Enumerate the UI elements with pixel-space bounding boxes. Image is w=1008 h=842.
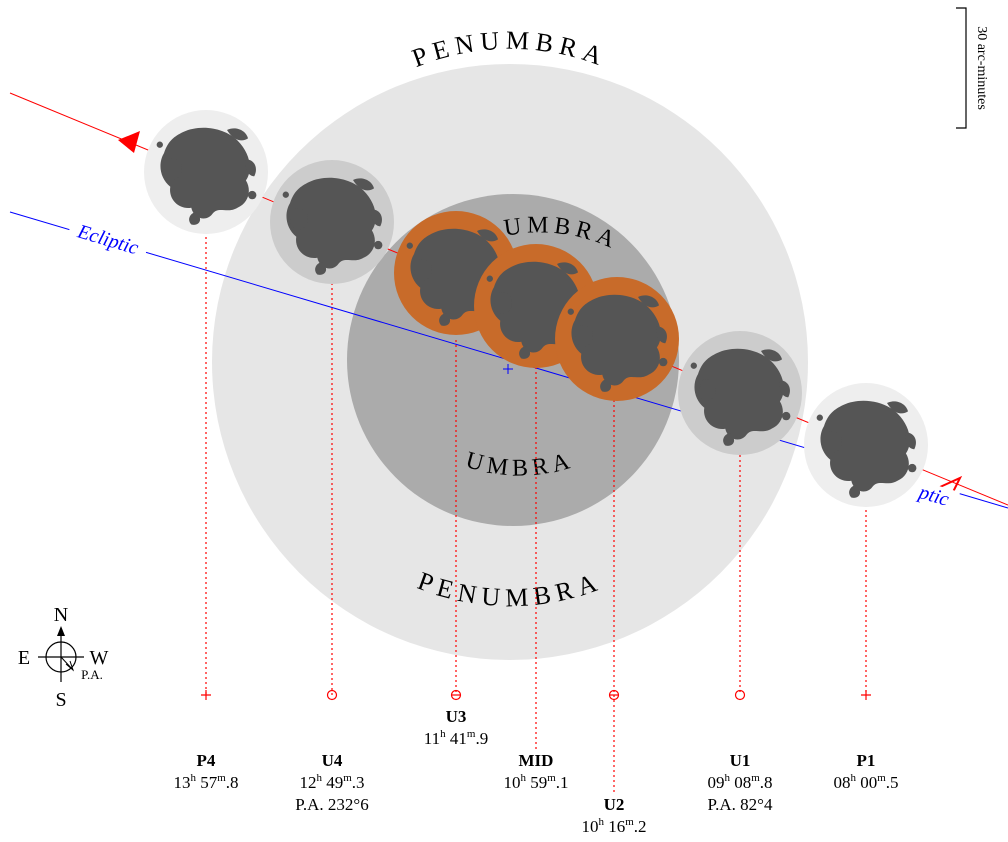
contact-name-u4: U4 [322, 751, 343, 770]
compass-east: E [18, 647, 30, 669]
contact-time-u4: 12h 49m.3 [299, 772, 364, 792]
ecliptic-label-left-group: Ecliptic [66, 217, 150, 261]
compass-west: W [90, 647, 109, 669]
moon-u1 [678, 331, 802, 455]
contact-markers [201, 689, 871, 701]
moon-u4 [270, 160, 394, 284]
ecliptic-label-left: Ecliptic [74, 220, 141, 259]
contact-name-p4: P4 [197, 751, 216, 770]
contact-label-u2: U2 10h 16m.2 [581, 795, 646, 836]
moon-u2 [555, 277, 679, 401]
contact-name-mid: MID [519, 751, 554, 770]
contact-name-p1: P1 [857, 751, 876, 770]
scale-bar: 30 arc-minutes [956, 7, 989, 129]
compass-north-arrow-icon [57, 626, 65, 636]
marker-p1-icon [861, 690, 871, 700]
marker-p4-icon [201, 690, 211, 700]
contact-label-p4: P4 13h 57m.8 [173, 751, 238, 792]
contact-time-u2: 10h 16m.2 [581, 816, 646, 836]
compass-south: S [55, 689, 66, 711]
contact-time-u1: 09h 08m.8 [707, 772, 772, 792]
contact-pa-u4: P.A. 232°6 [295, 795, 368, 814]
moon-path-arrow-right-icon [939, 475, 963, 495]
contact-label-u4: U4 12h 49m.3 P.A. 232°6 [295, 751, 368, 814]
moon-path-arrow-icon [118, 131, 140, 153]
shadow-center-cross-icon [503, 364, 513, 374]
contact-name-u2: U2 [604, 795, 625, 814]
ecliptic-label-right-group: ptic [909, 479, 961, 514]
scale-bracket-icon [956, 7, 967, 129]
contact-lines [205, 232, 867, 795]
contact-name-u3: U3 [446, 707, 467, 726]
compass-pa-label: P.A. [81, 667, 103, 682]
contact-time-p4: 13h 57m.8 [173, 772, 238, 792]
contact-name-u1: U1 [730, 751, 751, 770]
contact-label-mid: MID 10h 59m.1 [503, 751, 568, 792]
contact-pa-u1: P.A. 82°4 [708, 795, 773, 814]
compass-rose: N S E W P.A. [18, 604, 109, 711]
compass-north: N [54, 604, 68, 626]
scale-label: 30 arc-minutes [974, 26, 989, 110]
moon-p1 [804, 383, 928, 507]
contact-label-p1: P1 08h 00m.5 [833, 751, 898, 792]
contact-time-mid: 10h 59m.1 [503, 772, 568, 792]
compass-pa-arrow-icon [65, 660, 75, 672]
marker-u1-icon [734, 689, 746, 701]
contact-time-p1: 08h 00m.5 [833, 772, 898, 792]
moon-p4 [144, 110, 268, 234]
marker-u4-icon [326, 689, 338, 701]
contact-label-u1: U1 09h 08m.8 P.A. 82°4 [707, 751, 772, 814]
contact-time-u3: 11h 41m.9 [424, 728, 488, 748]
contact-label-u3: U3 11h 41m.9 [424, 707, 488, 748]
